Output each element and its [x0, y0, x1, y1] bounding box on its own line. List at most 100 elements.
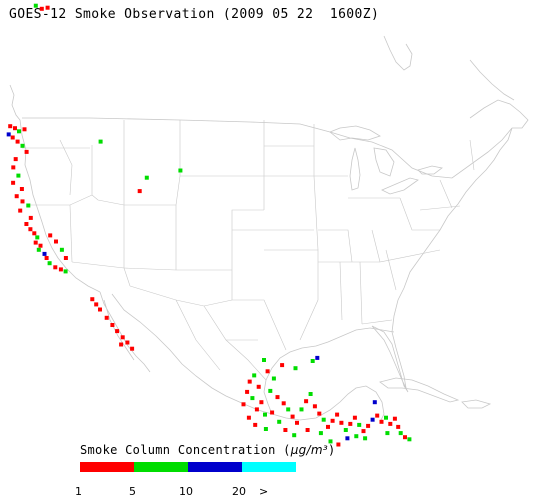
smoke-cell — [259, 400, 264, 405]
smoke-cell — [357, 422, 362, 427]
smoke-cell — [24, 149, 29, 154]
smoke-cell — [36, 247, 41, 252]
legend-tick-5: 5 — [129, 485, 136, 498]
smoke-cell — [44, 256, 49, 260]
smoke-cell — [305, 428, 310, 432]
smoke-cell — [304, 399, 309, 404]
lake-michigan — [349, 147, 361, 191]
smoke-cell — [54, 239, 58, 244]
legend-tick-1: 1 — [75, 485, 82, 498]
legend-tick-20: 20 — [232, 485, 246, 498]
smoke-cell — [361, 429, 366, 434]
smoke-cell — [254, 407, 259, 412]
smoke-cell — [120, 335, 125, 340]
smoke-cell — [20, 143, 25, 148]
legend-swatch-2 — [188, 462, 242, 472]
smoke-cell — [321, 417, 326, 422]
smoke-cell — [59, 247, 64, 252]
smoke-cell — [42, 251, 47, 256]
smoke-cell — [366, 423, 371, 428]
smoke-cell — [379, 419, 384, 424]
legend-tick-over: > — [259, 485, 269, 498]
pacific-coastline — [9, 84, 101, 293]
mexico-east-coastline — [271, 385, 385, 423]
smoke-cell — [317, 411, 322, 416]
smoke-cell — [33, 240, 38, 245]
smoke-cell — [26, 203, 31, 208]
smoke-cell — [398, 431, 403, 436]
smoke-cell — [53, 265, 58, 270]
smoke-cell — [339, 420, 344, 425]
smoke-cell — [328, 439, 333, 444]
maritimes — [469, 99, 529, 129]
smoke-cell — [315, 355, 320, 360]
smoke-cell — [246, 415, 251, 420]
smoke-cell — [47, 261, 52, 266]
smoke-cell — [35, 235, 40, 240]
smoke-cell — [275, 395, 280, 400]
smoke-cell — [286, 407, 291, 412]
smoke-cell — [6, 132, 11, 137]
smoke-cell — [263, 427, 268, 431]
smoke-cell — [18, 208, 23, 213]
smoke-cell — [295, 420, 299, 425]
smoke-cell — [33, 3, 38, 8]
smoke-cell — [396, 424, 401, 429]
legend-swatch-3 — [242, 462, 296, 472]
smoke-cell — [277, 419, 282, 424]
smoke-cell — [22, 127, 27, 132]
smoke-cell — [13, 126, 17, 131]
smoke-cell — [310, 359, 315, 363]
smoke-cell — [32, 231, 37, 236]
legend-swatch-1 — [134, 462, 188, 472]
smoke-cell — [10, 135, 15, 140]
labrador-coast — [469, 59, 515, 101]
smoke-cell — [370, 417, 375, 422]
smoke-cell — [312, 404, 317, 409]
smoke-cell — [110, 323, 115, 327]
hudson-coast — [383, 35, 413, 71]
smoke-cell — [125, 340, 130, 345]
smoke-cell — [245, 389, 250, 394]
smoke-cell — [348, 421, 353, 426]
lake-huron — [373, 147, 395, 177]
smoke-cell — [280, 363, 285, 368]
smoke-cell — [330, 418, 335, 423]
smoke-cell — [403, 435, 407, 440]
legend-title: Smoke Column Concentration (µg/m³) — [80, 443, 336, 457]
smoke-cell — [372, 400, 377, 405]
cuba — [379, 377, 460, 403]
smoke-cell — [268, 388, 273, 393]
smoke-cell — [247, 379, 252, 384]
smoke-cell — [392, 416, 397, 421]
smoke-cell — [385, 431, 390, 436]
florida — [371, 325, 409, 393]
smoke-cell — [290, 414, 295, 419]
smoke-cell — [271, 376, 276, 381]
smoke-cell — [104, 315, 109, 320]
smoke-cell — [388, 421, 393, 426]
legend-unit: µg/m³ — [290, 443, 328, 457]
atlantic-coastline — [391, 127, 513, 389]
smoke-cells — [6, 3, 412, 447]
smoke-cell — [253, 422, 258, 427]
smoke-cell — [8, 124, 13, 129]
smoke-cell — [48, 233, 53, 238]
us-canada-border — [22, 117, 513, 179]
smoke-cell — [15, 139, 20, 144]
smoke-cell — [375, 413, 380, 418]
smoke-cell — [281, 401, 286, 406]
mexico-borders — [129, 285, 267, 381]
smoke-cell — [28, 215, 33, 220]
smoke-cell — [144, 175, 149, 180]
smoke-cell — [352, 415, 357, 420]
smoke-cell — [343, 428, 348, 432]
legend-title-suffix: ) — [328, 443, 336, 457]
smoke-cell — [252, 373, 257, 378]
smoke-cell — [363, 436, 368, 441]
smoke-cell — [11, 180, 16, 185]
smoke-cell — [308, 392, 313, 396]
smoke-cell — [250, 396, 255, 401]
smoke-cell — [345, 436, 350, 441]
